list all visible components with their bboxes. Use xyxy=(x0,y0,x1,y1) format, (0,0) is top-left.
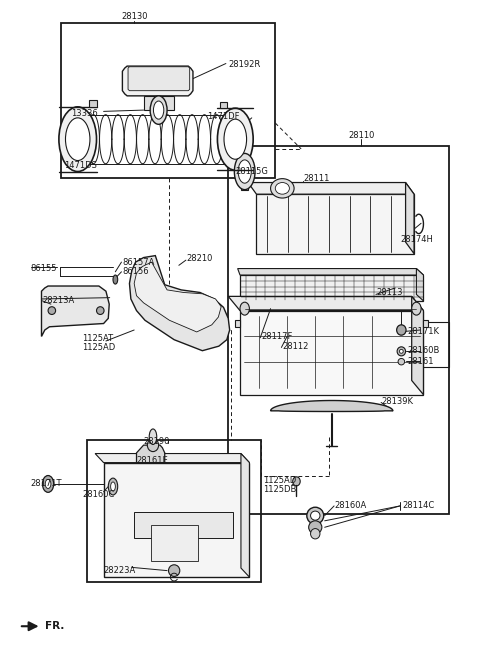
Polygon shape xyxy=(95,453,250,463)
Bar xyxy=(61,22,275,178)
Ellipse shape xyxy=(399,349,403,353)
Text: 28114C: 28114C xyxy=(402,502,434,510)
Polygon shape xyxy=(240,275,423,301)
Text: 28171K: 28171K xyxy=(407,327,439,336)
Text: 1471DF: 1471DF xyxy=(207,112,240,121)
Bar xyxy=(395,321,449,367)
Text: 28117F: 28117F xyxy=(261,332,292,341)
Polygon shape xyxy=(220,102,228,108)
Bar xyxy=(87,440,261,582)
Polygon shape xyxy=(248,183,414,194)
Text: 28161: 28161 xyxy=(407,356,433,366)
Polygon shape xyxy=(144,96,174,110)
Polygon shape xyxy=(235,320,240,327)
Text: 28113: 28113 xyxy=(376,288,403,297)
Text: 28160B: 28160B xyxy=(407,346,439,355)
Polygon shape xyxy=(228,296,423,311)
Polygon shape xyxy=(104,463,250,577)
Text: 28160C: 28160C xyxy=(83,490,115,500)
Polygon shape xyxy=(240,311,423,395)
Ellipse shape xyxy=(311,529,320,539)
Ellipse shape xyxy=(96,307,104,314)
Text: 28139K: 28139K xyxy=(381,397,413,406)
Ellipse shape xyxy=(240,302,250,315)
Polygon shape xyxy=(134,262,221,332)
Ellipse shape xyxy=(307,508,324,524)
Ellipse shape xyxy=(65,118,90,160)
Text: 86157A: 86157A xyxy=(122,257,155,267)
Ellipse shape xyxy=(113,275,118,284)
Text: 86156: 86156 xyxy=(122,267,149,277)
Text: 28115G: 28115G xyxy=(235,167,268,176)
Ellipse shape xyxy=(48,307,56,314)
Ellipse shape xyxy=(398,358,405,365)
Text: 28160A: 28160A xyxy=(334,502,366,510)
Text: 1471DS: 1471DS xyxy=(63,160,96,170)
Polygon shape xyxy=(41,286,109,337)
Bar xyxy=(228,146,449,514)
Ellipse shape xyxy=(276,183,289,194)
Ellipse shape xyxy=(217,108,253,170)
Polygon shape xyxy=(128,67,190,90)
Polygon shape xyxy=(412,296,423,395)
Polygon shape xyxy=(122,66,193,96)
Polygon shape xyxy=(134,512,233,539)
Text: 28190: 28190 xyxy=(144,437,170,446)
Text: 28111: 28111 xyxy=(303,174,330,183)
Polygon shape xyxy=(423,320,428,327)
Ellipse shape xyxy=(45,479,51,488)
Ellipse shape xyxy=(154,101,164,119)
Ellipse shape xyxy=(110,482,115,491)
Polygon shape xyxy=(271,401,393,411)
Text: 28174H: 28174H xyxy=(400,235,433,244)
Bar xyxy=(241,153,249,189)
Polygon shape xyxy=(89,100,96,107)
Ellipse shape xyxy=(234,153,255,189)
Ellipse shape xyxy=(168,565,180,576)
Ellipse shape xyxy=(311,511,320,520)
Polygon shape xyxy=(406,183,414,253)
Text: 28210: 28210 xyxy=(186,254,212,263)
Ellipse shape xyxy=(396,325,406,335)
Ellipse shape xyxy=(309,521,322,534)
Polygon shape xyxy=(130,255,229,350)
Text: 28110: 28110 xyxy=(348,131,374,141)
Text: 28223A: 28223A xyxy=(104,566,136,575)
Text: 28171T: 28171T xyxy=(31,479,62,488)
Ellipse shape xyxy=(59,107,96,172)
Ellipse shape xyxy=(147,439,158,451)
Ellipse shape xyxy=(108,478,118,495)
Polygon shape xyxy=(256,194,414,253)
Ellipse shape xyxy=(42,475,54,492)
Text: 28192R: 28192R xyxy=(228,60,261,69)
Text: 28213A: 28213A xyxy=(42,296,75,306)
Polygon shape xyxy=(151,525,198,561)
Ellipse shape xyxy=(412,302,421,315)
Polygon shape xyxy=(241,453,250,577)
Text: 1125AD: 1125AD xyxy=(264,476,297,484)
Text: 1125AD: 1125AD xyxy=(83,343,116,352)
Text: 28130: 28130 xyxy=(121,12,147,21)
Text: 13336: 13336 xyxy=(71,109,97,118)
Ellipse shape xyxy=(149,429,157,444)
Ellipse shape xyxy=(238,160,252,183)
Text: FR.: FR. xyxy=(45,621,64,631)
Ellipse shape xyxy=(293,477,300,486)
Text: 28112: 28112 xyxy=(282,342,309,350)
Ellipse shape xyxy=(397,346,406,356)
Text: 1125AT: 1125AT xyxy=(83,334,114,343)
Polygon shape xyxy=(136,445,165,463)
Ellipse shape xyxy=(271,179,294,198)
Ellipse shape xyxy=(150,96,167,124)
Text: 1125DB: 1125DB xyxy=(264,485,297,494)
Text: 86155: 86155 xyxy=(31,264,57,273)
Polygon shape xyxy=(245,302,416,315)
Polygon shape xyxy=(238,269,423,275)
Text: 28161E: 28161E xyxy=(136,456,168,465)
Ellipse shape xyxy=(224,119,247,159)
Polygon shape xyxy=(416,269,423,301)
